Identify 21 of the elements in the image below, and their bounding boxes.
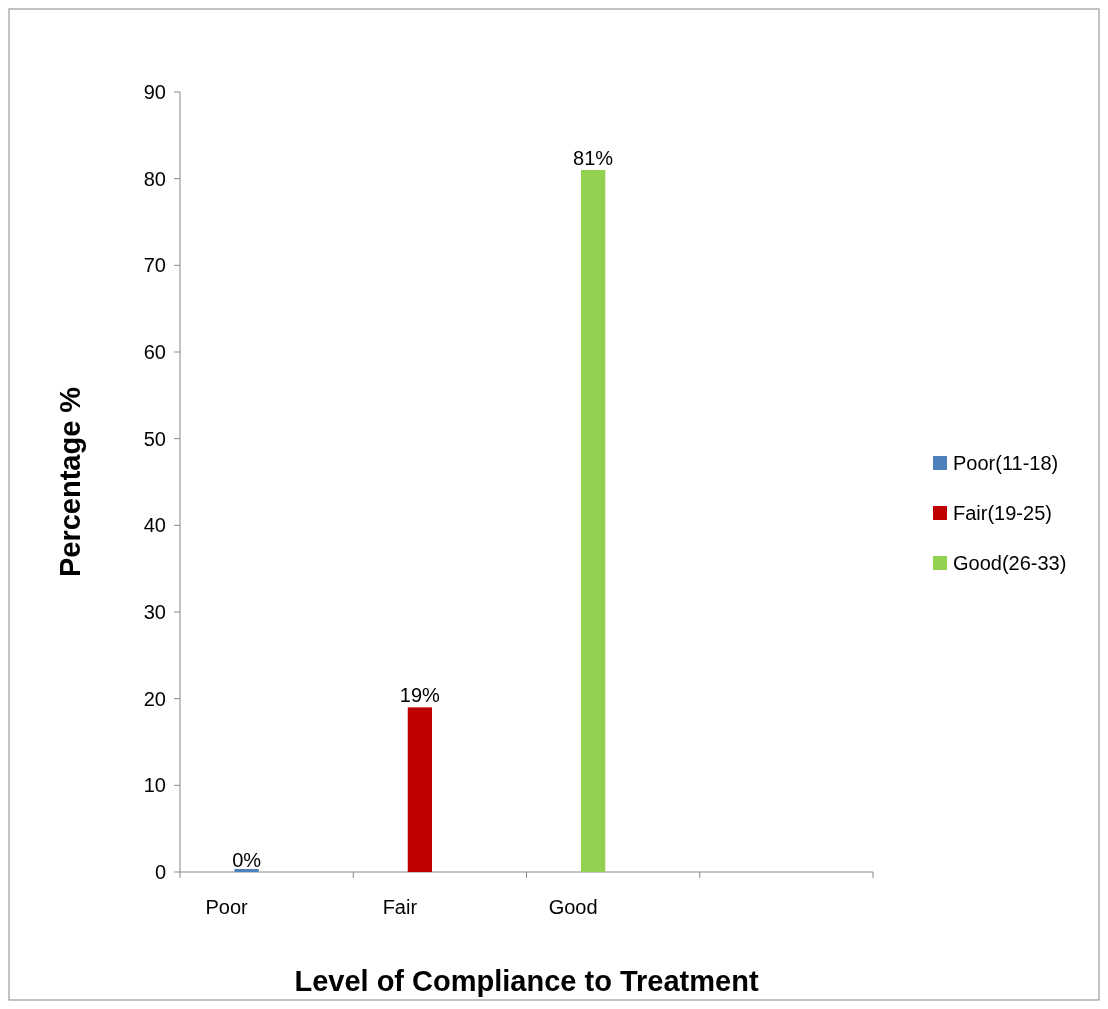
x-tick-label: Fair bbox=[382, 896, 418, 918]
x-axis-title: Level of Compliance to Treatment bbox=[294, 965, 759, 997]
data-label: 19% bbox=[399, 684, 441, 707]
x-tick-label: Good bbox=[548, 896, 598, 918]
y-tick-label: 90 bbox=[143, 81, 166, 103]
y-tick-label: 50 bbox=[143, 427, 166, 450]
legend-label: Fair(19-25) bbox=[953, 502, 1052, 524]
y-tick-label: 20 bbox=[143, 687, 166, 710]
legend-label: Poor(11-18) bbox=[953, 452, 1059, 474]
y-tick-label: 40 bbox=[143, 514, 166, 537]
data-label: 0% bbox=[232, 849, 262, 871]
data-label: 81% bbox=[573, 147, 614, 169]
y-tick-label: 70 bbox=[143, 254, 166, 277]
y-tick-label: 30 bbox=[143, 601, 166, 623]
y-axis-title: Percentage % bbox=[54, 386, 86, 578]
y-tick-label: 80 bbox=[143, 167, 166, 190]
x-tick-label: Poor bbox=[205, 896, 249, 918]
y-tick-label: 60 bbox=[143, 341, 166, 363]
y-tick-label: 10 bbox=[143, 774, 166, 797]
y-tick-label: 0 bbox=[154, 861, 166, 883]
legend-label: Good(26-33) bbox=[953, 552, 1067, 574]
